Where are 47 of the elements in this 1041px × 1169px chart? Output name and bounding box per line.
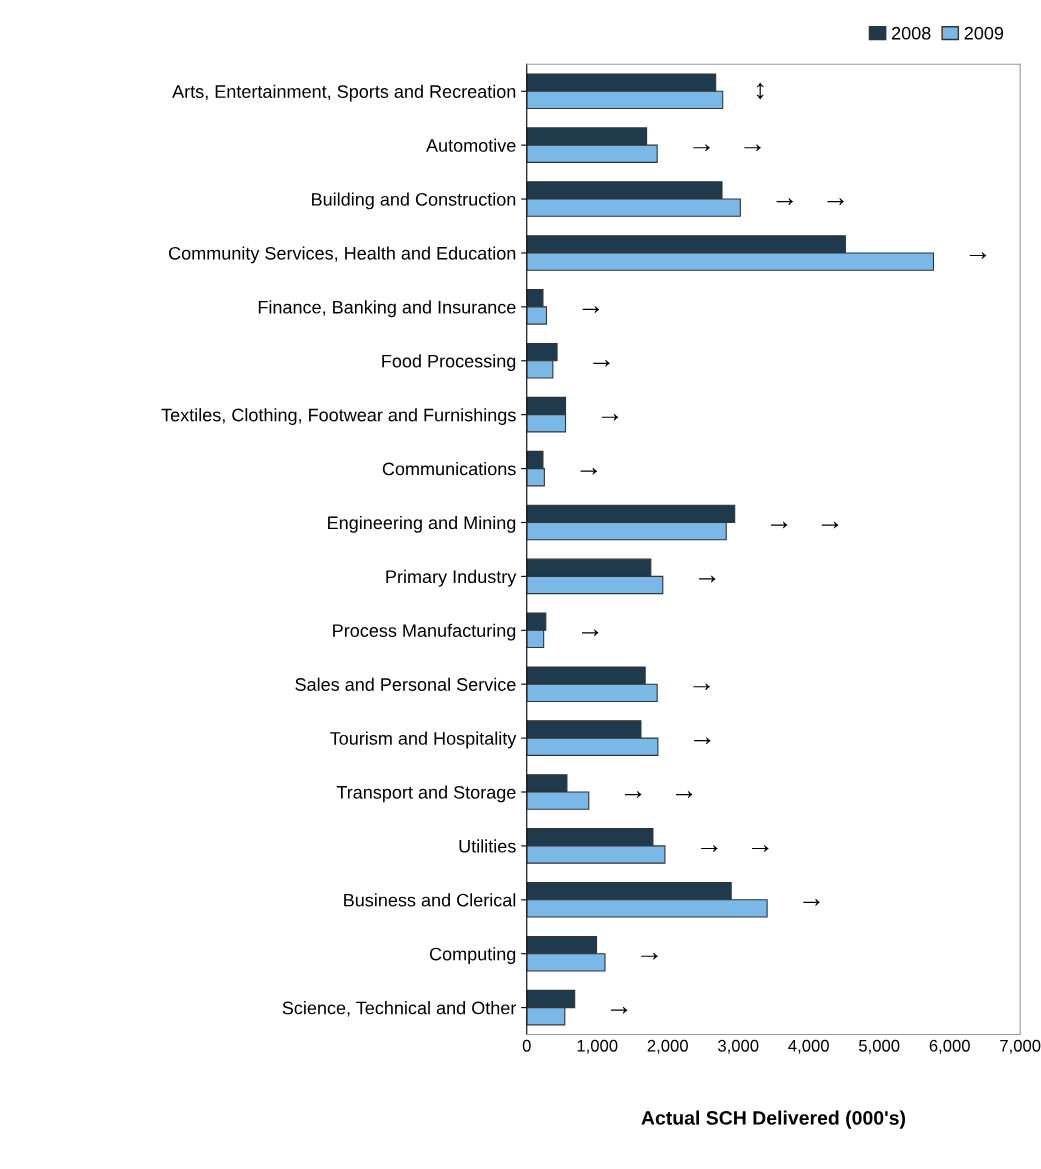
legend-label: 2008 xyxy=(892,26,931,40)
x-tick-label: 4,000 xyxy=(788,1039,829,1054)
x-tick-label: 3,000 xyxy=(718,1039,759,1054)
x-tick-label: 7,000 xyxy=(1000,1039,1041,1054)
annotation: ↕ xyxy=(756,82,764,100)
annotation: → xyxy=(582,629,599,637)
y-tick-label: Primary Industry xyxy=(386,569,517,587)
y-tick-label: Communications xyxy=(382,462,516,476)
y-tick-label: Food Processing xyxy=(382,354,516,372)
y-tick-label: Building and Construction xyxy=(312,192,516,210)
x-tick-label: 2,000 xyxy=(647,1039,688,1054)
annotation: → xyxy=(969,252,987,259)
y-tick-label: Community Services, Health and Education xyxy=(169,246,516,264)
y-tick-label: Computing xyxy=(429,947,516,964)
x-tick-label: 0 xyxy=(522,1039,531,1052)
y-tick-label: Textiles, Clothing, Footwear and Furnishings xyxy=(161,408,516,425)
y-tick-label: Science, Technical and Other xyxy=(282,1001,517,1017)
annotation: → xyxy=(694,737,711,744)
annotation: → xyxy=(641,953,658,960)
annotation: → xyxy=(699,575,716,583)
annotation: → xyxy=(803,899,820,906)
y-tick-label: Utilities xyxy=(459,839,516,853)
x-tick-label: 6,000 xyxy=(929,1039,970,1054)
x-tick-label: 5,000 xyxy=(859,1039,900,1054)
annotation: → → xyxy=(701,845,769,852)
y-tick-label: Transport and Storage xyxy=(336,785,516,803)
y-tick-label: Business and Clerical xyxy=(344,893,516,907)
annotation: → xyxy=(580,467,598,475)
annotation: → xyxy=(601,413,619,421)
annotation: → xyxy=(593,360,610,367)
annotation: → → xyxy=(776,198,844,205)
y-tick-label: Arts, Entertainment, Sports and Recreation xyxy=(172,84,516,102)
x-axis-title: Actual SCH Delivered (000's) xyxy=(641,1110,906,1129)
annotation: → → xyxy=(625,791,693,798)
annotation: → → xyxy=(693,144,761,151)
y-tick-label: Automotive xyxy=(426,138,516,152)
y-tick-label: Engineering and Mining xyxy=(328,515,516,533)
legend-label: 2009 xyxy=(964,26,1004,40)
annotation: → xyxy=(582,306,600,313)
y-tick-label: Finance, Banking and Insurance xyxy=(258,300,516,318)
annotation: → xyxy=(693,683,710,691)
y-tick-label: Sales and Personal Service xyxy=(295,677,516,691)
y-tick-label: Process Manufacturing xyxy=(333,623,516,641)
x-tick-label: 1,000 xyxy=(577,1039,618,1054)
annotation: → xyxy=(610,1006,628,1014)
annotation: → → xyxy=(770,521,839,529)
y-tick-label: Tourism and Hospitality xyxy=(330,731,517,749)
